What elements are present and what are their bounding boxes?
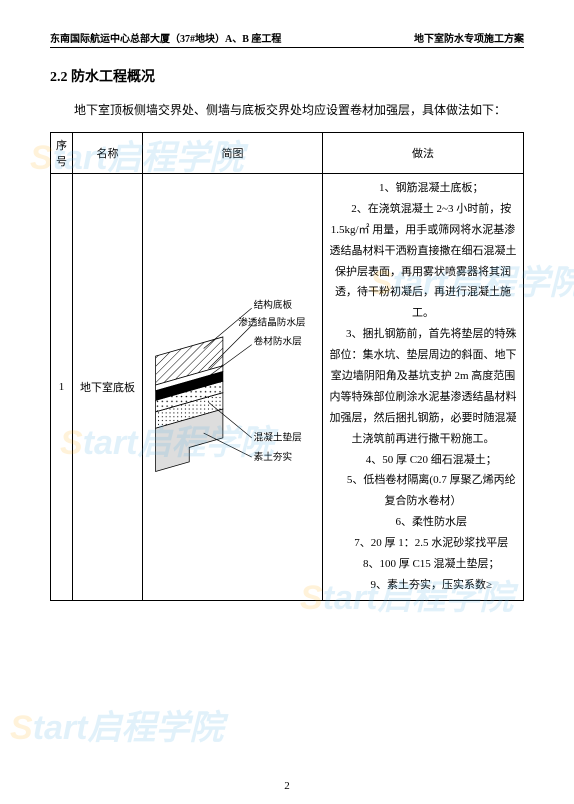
method-item: 5、低档卷材隔离(0.7 厚聚乙烯丙纶复合防水卷材） — [326, 470, 520, 512]
label-l4: 混凝土垫层 — [254, 432, 302, 444]
cell-method: 1、钢筋混凝土底板； 2、在浇筑混凝土 2~3 小时前，按 1.5kg/㎡ 用量… — [323, 174, 524, 601]
th-method: 做法 — [323, 133, 524, 174]
page-header: 东南国际航运中心总部大厦（37#地块）A、B 座工程 地下室防水专项施工方案 — [50, 30, 524, 48]
method-item: 9、素土夯实，压实系数≥ — [326, 575, 520, 596]
section-title: 2.2 防水工程概况 — [50, 66, 524, 86]
label-l3: 卷材防水层 — [254, 336, 302, 348]
header-right: 地下室防水专项施工方案 — [414, 30, 524, 45]
page-number: 2 — [0, 780, 574, 792]
section-diagram: 结构底板 渗透结晶防水层 卷材防水层 混凝土垫层 素土夯实 — [146, 265, 319, 505]
header-left: 东南国际航运中心总部大厦（37#地块）A、B 座工程 — [50, 30, 281, 45]
method-item: 7、20 厚 1：2.5 水泥砂浆找平层 — [326, 533, 520, 554]
construction-table: 序号 名称 简图 做法 1 地下室底板 — [50, 132, 524, 601]
label-l2: 渗透结晶防水层 — [238, 317, 306, 329]
method-item: 2、在浇筑混凝土 2~3 小时前，按 1.5kg/㎡ 用量，用手或筛网将水泥基渗… — [326, 199, 520, 324]
th-name: 名称 — [73, 133, 143, 174]
intro-paragraph: 地下室顶板侧墙交界处、侧墙与底板交界处均应设置卷材加强层，具体做法如下： — [50, 98, 524, 122]
table-row: 1 地下室底板 — [51, 174, 524, 601]
label-l1: 结构底板 — [254, 300, 293, 312]
method-item: 6、柔性防水层 — [326, 512, 520, 533]
method-item: 3、捆扎钢筋前，首先将垫层的特殊部位：集水坑、垫层周边的斜面、地下室边墙阴阳角及… — [326, 324, 520, 449]
th-diagram: 简图 — [143, 133, 323, 174]
th-seq: 序号 — [51, 133, 73, 174]
label-l5: 素土夯实 — [254, 451, 292, 463]
cell-diagram: 结构底板 渗透结晶防水层 卷材防水层 混凝土垫层 素土夯实 — [143, 174, 323, 601]
cell-seq: 1 — [51, 174, 73, 601]
method-item: 4、50 厚 C20 细石混凝土； — [326, 450, 520, 471]
method-item: 8、100 厚 C15 混凝土垫层； — [326, 554, 520, 575]
cell-name: 地下室底板 — [73, 174, 143, 601]
table-header-row: 序号 名称 简图 做法 — [51, 133, 524, 174]
watermark: Start启程学院 — [10, 700, 223, 749]
method-item: 1、钢筋混凝土底板； — [326, 178, 520, 199]
